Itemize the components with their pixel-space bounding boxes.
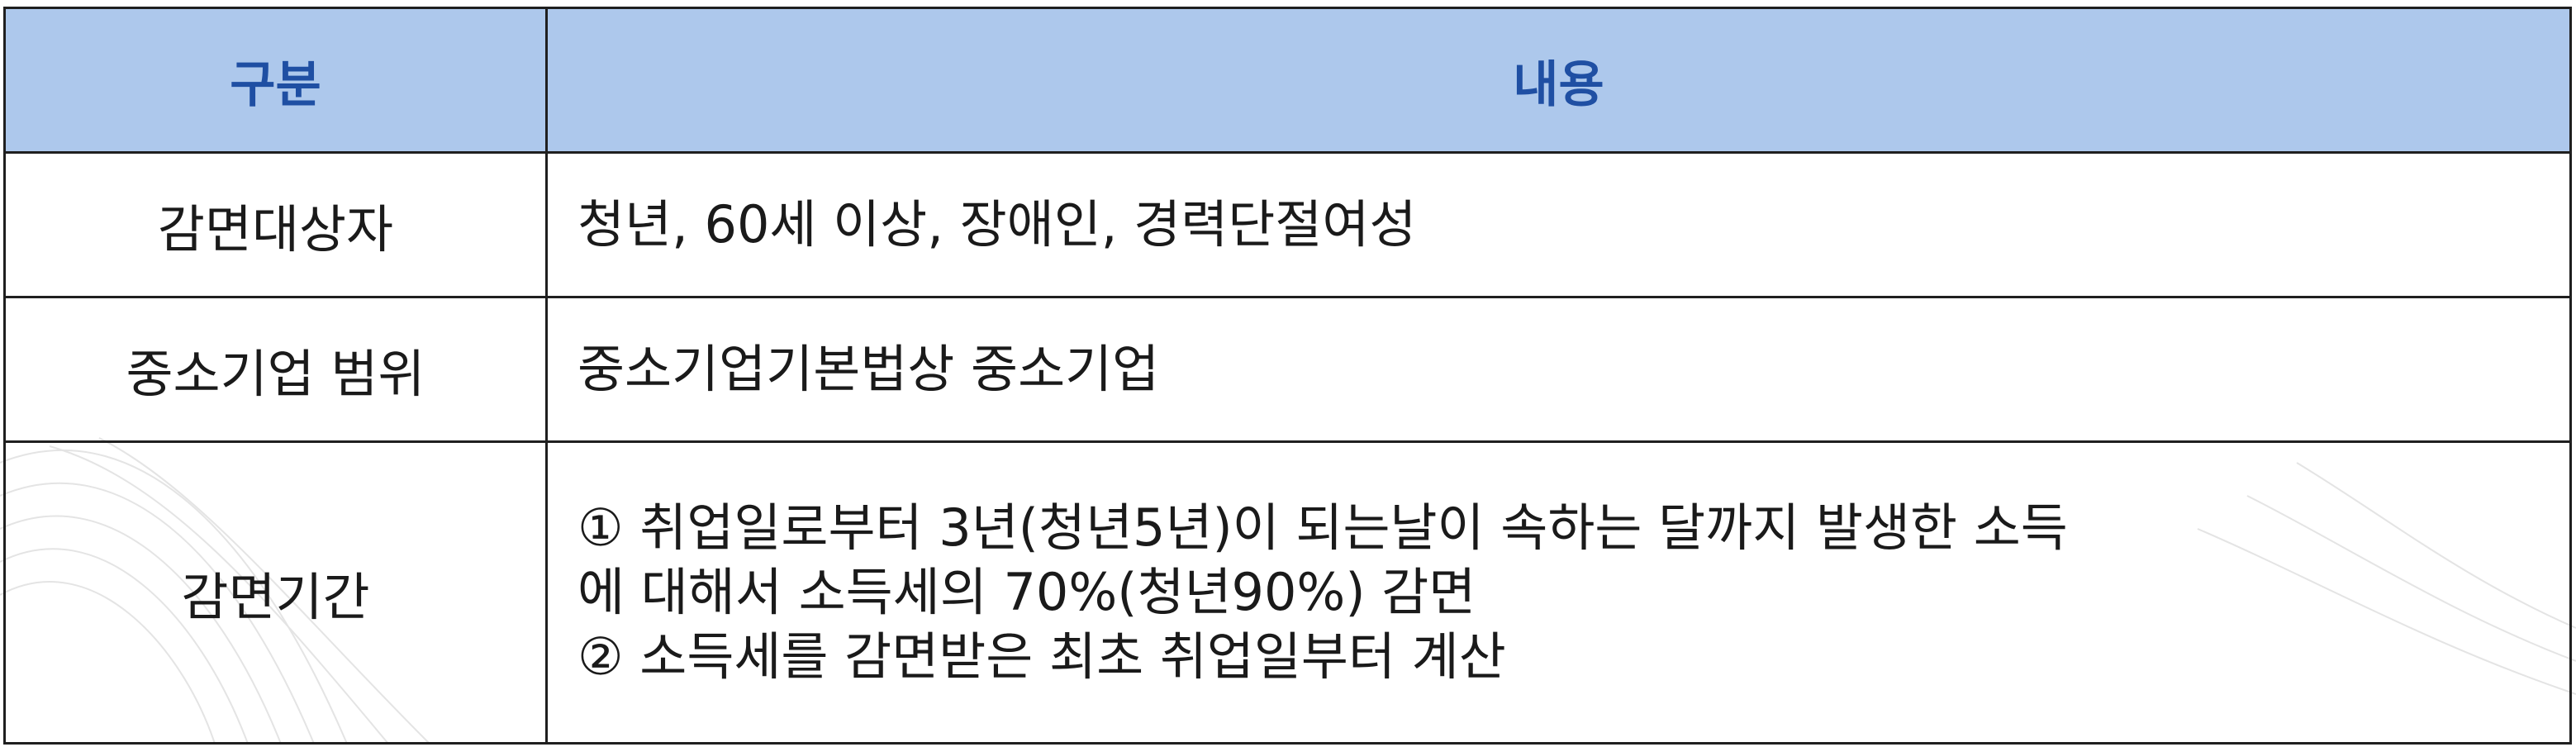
content-line: 중소기업기본법상 중소기업 (577, 339, 1160, 399)
row-label-period: 감면기간 (3, 440, 548, 745)
row-content-period: ① 취업일로부터 3년(청년5년)이 되는날이 속하는 달까지 발생한 소득 에… (545, 440, 2572, 745)
content-line: 청년, 60세 이상, 장애인, 경력단절여성 (577, 194, 1417, 255)
header-category: 구분 (3, 7, 548, 154)
content-line: ② 소득세를 감면받은 최초 취업일부터 계산 (577, 626, 1506, 687)
row-content-scope: 중소기업기본법상 중소기업 (545, 296, 2572, 443)
header-content: 내용 (545, 7, 2572, 154)
info-table: 구분 내용 감면대상자 청년, 60세 이상, 장애인, 경력단절여성 중소기업… (3, 7, 2572, 745)
table-row: 감면대상자 청년, 60세 이상, 장애인, 경력단절여성 (3, 151, 2572, 298)
table-row: 감면기간 ① 취업일로부터 3년(청년5년)이 되는날이 속하는 달까지 발생한… (3, 440, 2572, 745)
row-label-scope: 중소기업 범위 (3, 296, 548, 443)
content-line: ① 취업일로부터 3년(청년5년)이 되는날이 속하는 달까지 발생한 소득 (577, 497, 2068, 558)
row-content-target: 청년, 60세 이상, 장애인, 경력단절여성 (545, 151, 2572, 298)
table-header-row: 구분 내용 (3, 7, 2572, 154)
row-label-target: 감면대상자 (3, 151, 548, 298)
content-line: 에 대해서 소득세의 70%(청년90%) 감면 (577, 562, 1476, 622)
table-row: 중소기업 범위 중소기업기본법상 중소기업 (3, 296, 2572, 443)
